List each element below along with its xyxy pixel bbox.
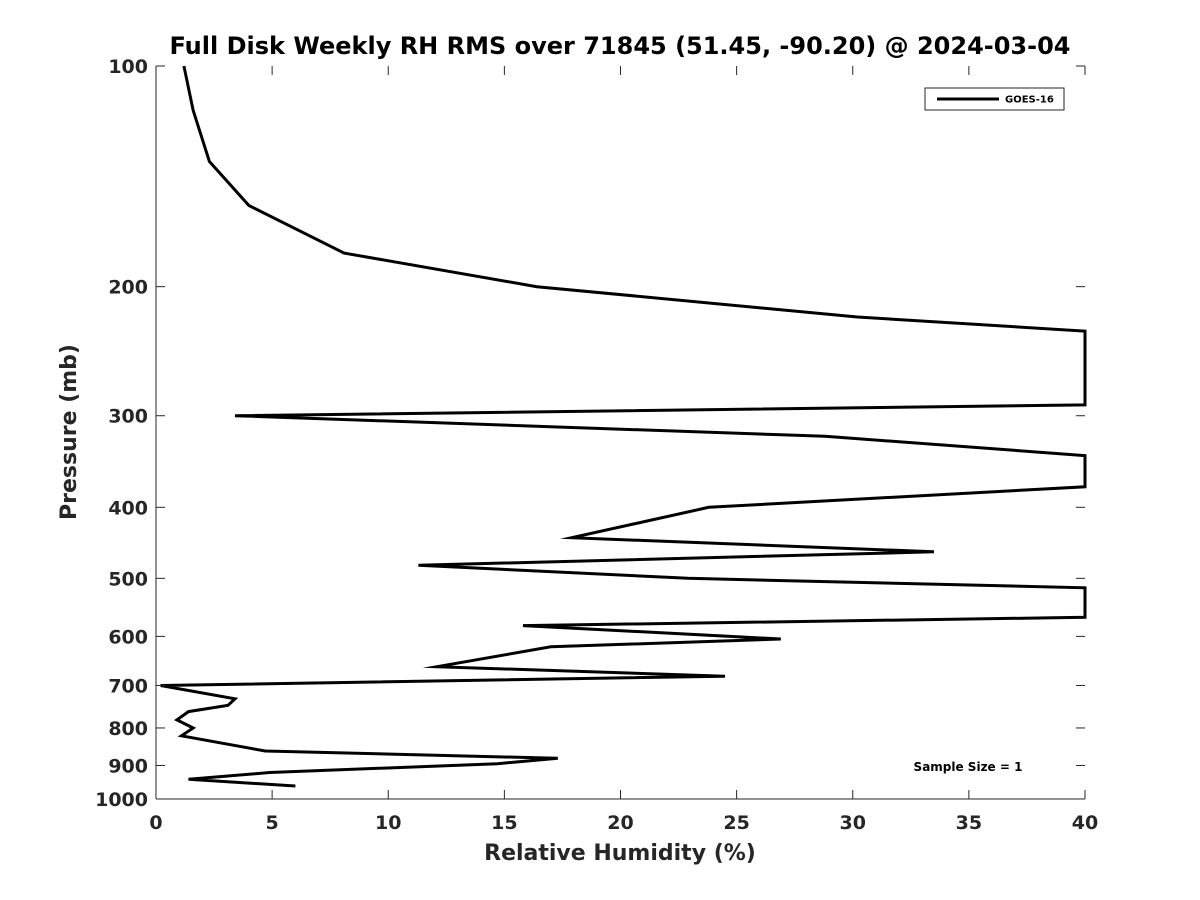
series-line-goes-16: [160, 65, 1087, 788]
x-axis-ticks: 0 5 10 15 20 25 30 35 40: [149, 66, 1098, 834]
x-tick-label: 15: [491, 812, 517, 834]
y-tick-label: 100: [108, 56, 148, 78]
plot-content: [160, 65, 1087, 788]
y-tick-label: 200: [108, 277, 148, 299]
x-tick-label: 25: [723, 812, 749, 834]
x-tick-label: 30: [840, 812, 866, 834]
chart-title: Full Disk Weekly RH RMS over 71845 (51.4…: [169, 32, 1070, 60]
x-tick-label: 5: [266, 812, 279, 834]
x-tick-label: 40: [1072, 812, 1098, 834]
y-tick-label: 900: [108, 755, 148, 777]
y-tick-label: 600: [108, 626, 148, 648]
y-tick-label: 400: [108, 497, 148, 519]
x-tick-label: 0: [149, 812, 162, 834]
legend: GOES-16: [924, 87, 1065, 111]
x-axis-label: Relative Humidity (%): [484, 841, 756, 866]
y-axis-ticks: 100 200 300 400 500 600 700 800 900 1000: [95, 56, 1085, 811]
y-axis-label: Pressure (mb): [57, 344, 82, 520]
y-tick-label: 800: [108, 718, 148, 740]
y-tick-label: 700: [108, 675, 148, 697]
x-tick-label: 10: [375, 812, 401, 834]
legend-label-goes-16: GOES-16: [1005, 95, 1054, 106]
y-tick-label: 500: [108, 568, 148, 590]
sample-size-annotation: Sample Size = 1: [914, 760, 1023, 774]
y-tick-label: 300: [108, 406, 148, 428]
plot-area: [156, 66, 1085, 799]
x-tick-label: 20: [607, 812, 633, 834]
y-tick-label: 1000: [95, 789, 148, 811]
x-tick-label: 35: [956, 812, 982, 834]
